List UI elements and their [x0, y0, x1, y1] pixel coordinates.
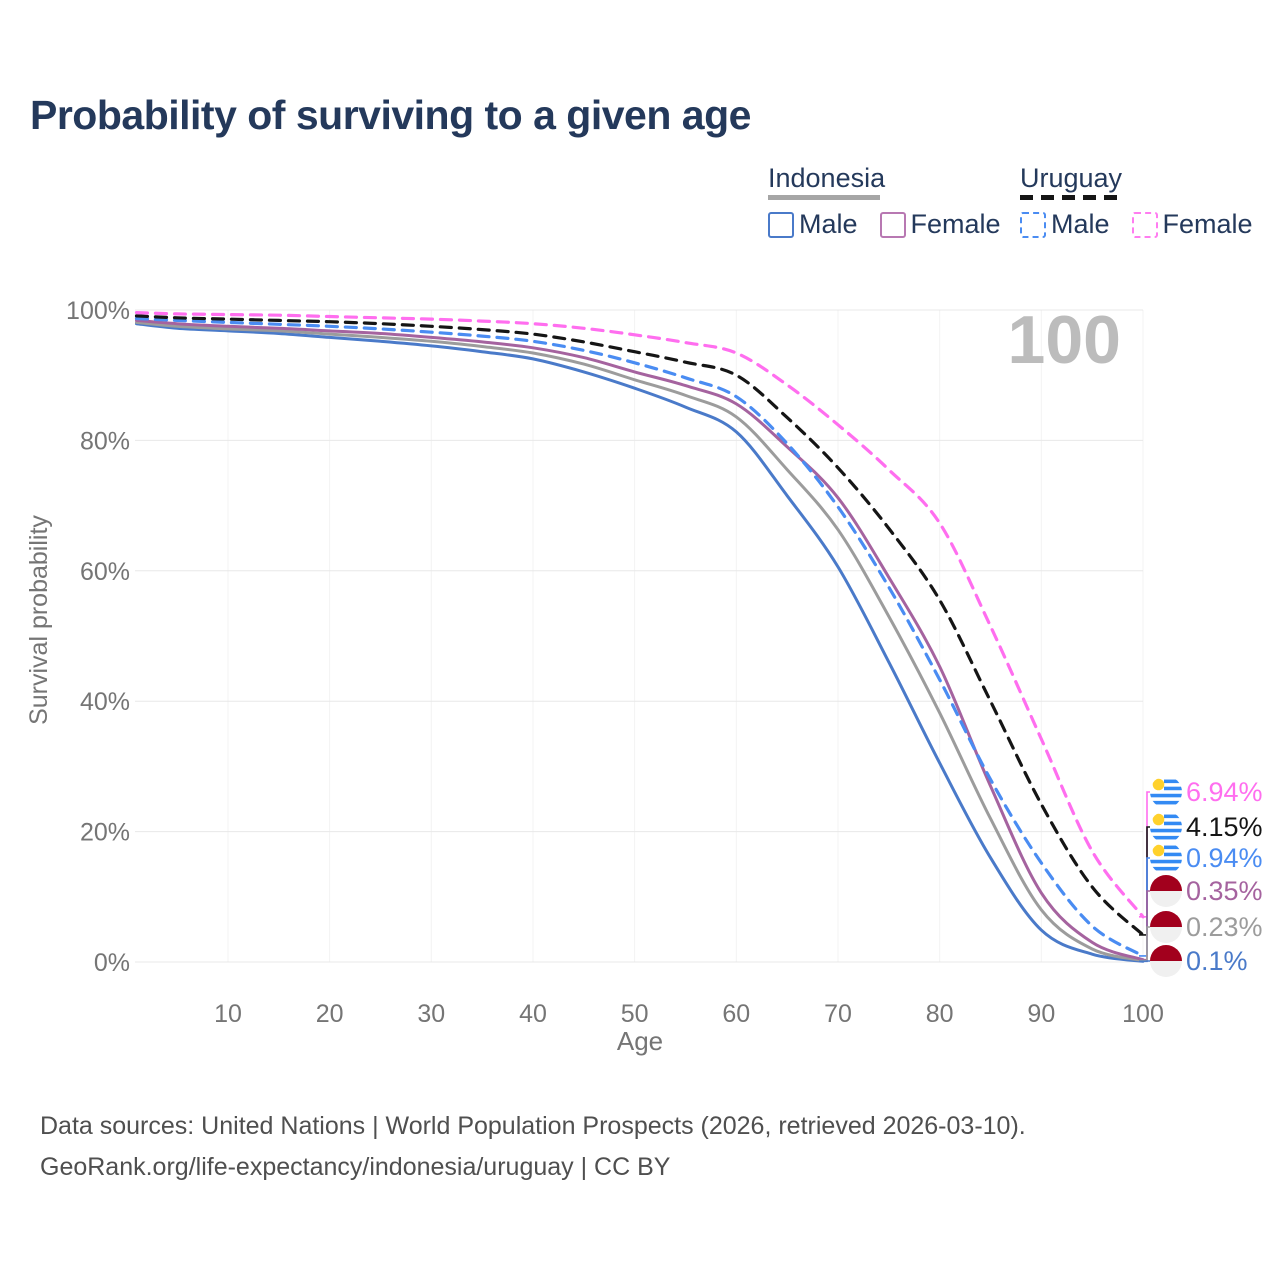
legend-label-uruguay-male: Male [1051, 209, 1110, 240]
legend-group-indonesia: Indonesia Male Female [768, 163, 1023, 240]
indonesia-male-swatch-icon [768, 212, 794, 238]
hovered-age-watermark: 100 [1008, 302, 1121, 378]
legend-item-indonesia-female[interactable]: Female [880, 209, 1001, 240]
end-label-value-uruguay-female: 6.94% [1186, 777, 1263, 807]
series-line-indonesia-male[interactable] [137, 324, 1144, 962]
legend-item-indonesia-male[interactable]: Male [768, 209, 858, 240]
indonesia-flag-icon [1150, 875, 1182, 907]
series-line-indonesia-both[interactable] [137, 322, 1144, 960]
legend-group-uruguay: Uruguay Male Female [1020, 163, 1275, 240]
footer-data-sources: Data sources: United Nations | World Pop… [40, 1106, 1026, 1147]
legend-label-uruguay-female: Female [1163, 209, 1253, 240]
end-label-connector-indonesia-female [1139, 891, 1150, 960]
page-title: Probability of surviving to a given age [30, 92, 751, 139]
legend-country-uruguay[interactable]: Uruguay [1020, 163, 1275, 193]
x-tick-label: 50 [621, 1000, 649, 1028]
footer-attribution[interactable]: GeoRank.org/life-expectancy/indonesia/ur… [40, 1147, 1026, 1188]
x-tick-label: 70 [824, 1000, 852, 1028]
x-tick-label: 20 [316, 1000, 344, 1028]
y-tick-label: 40% [80, 688, 130, 716]
end-label-value-uruguay-both: 4.15% [1186, 812, 1263, 842]
x-tick-label: 30 [417, 1000, 445, 1028]
end-label-connector-uruguay-male [1139, 858, 1150, 956]
legend-item-uruguay-female[interactable]: Female [1132, 209, 1253, 240]
y-tick-label: 20% [80, 819, 130, 847]
indonesia-solid-line-swatch [768, 195, 880, 200]
uruguay-dashed-line-swatch [1020, 195, 1120, 200]
end-label-connector-uruguay-female [1139, 792, 1150, 917]
footer: Data sources: United Nations | World Pop… [40, 1106, 1026, 1188]
legend-label-indonesia-male: Male [799, 209, 858, 240]
x-tick-label: 80 [926, 1000, 954, 1028]
indonesia-flag-icon [1150, 945, 1182, 977]
legend-country-indonesia[interactable]: Indonesia [768, 163, 1023, 193]
legend-row-indonesia: Male Female [768, 209, 1023, 240]
legend-item-uruguay-male[interactable]: Male [1020, 209, 1110, 240]
series-line-uruguay-both[interactable] [137, 316, 1144, 935]
legend-row-uruguay: Male Female [1020, 209, 1275, 240]
series-line-uruguay-female[interactable] [137, 313, 1144, 917]
x-axis-title: Age [617, 1026, 663, 1056]
series-line-indonesia-female[interactable] [137, 320, 1144, 959]
uruguay-male-swatch-icon [1020, 212, 1046, 238]
end-label-value-indonesia-both: 0.23% [1186, 912, 1263, 942]
end-label-value-uruguay-male: 0.94% [1186, 843, 1263, 873]
uruguay-female-swatch-icon [1132, 212, 1158, 238]
y-tick-label: 80% [80, 427, 130, 455]
y-tick-label: 0% [94, 949, 130, 977]
y-tick-label: 100% [66, 297, 130, 325]
y-axis-title: Survival probability [25, 515, 53, 725]
indonesia-flag-icon [1150, 911, 1182, 943]
y-tick-label: 60% [80, 558, 130, 586]
indonesia-female-swatch-icon [880, 212, 906, 238]
x-tick-label: 60 [722, 1000, 750, 1028]
x-tick-label: 10 [214, 1000, 242, 1028]
x-tick-label: 90 [1027, 1000, 1055, 1028]
end-label-connector-uruguay-both [1139, 827, 1150, 935]
end-label-value-indonesia-female: 0.35% [1186, 876, 1263, 906]
x-tick-label: 40 [519, 1000, 547, 1028]
legend-label-indonesia-female: Female [911, 209, 1001, 240]
x-tick-label: 100 [1122, 1000, 1164, 1028]
end-label-value-indonesia-male: 0.1% [1186, 946, 1248, 976]
